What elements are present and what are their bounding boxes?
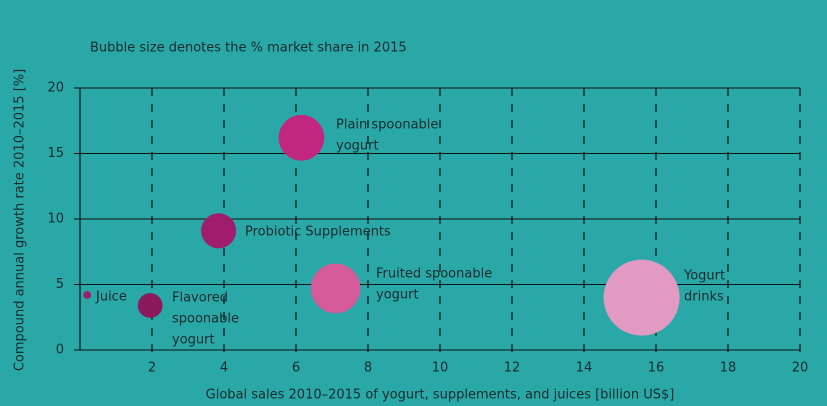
x-axis-label: Global sales 2010–2015 of yogurt, supple… bbox=[206, 388, 675, 403]
bubble bbox=[603, 259, 680, 336]
bubble bbox=[278, 114, 325, 161]
bubble bbox=[310, 263, 361, 314]
x-tick-label: 14 bbox=[576, 361, 593, 376]
y-axis-label: Compound annual growth rate 2010–2015 [%… bbox=[13, 69, 28, 371]
x-tick-label: 16 bbox=[648, 361, 665, 376]
x-tick-label: 4 bbox=[220, 361, 228, 376]
x-tick-label: 20 bbox=[792, 361, 809, 376]
y-tick-label: 15 bbox=[47, 146, 64, 161]
bubble bbox=[83, 291, 92, 299]
bubble-label: spoonable bbox=[172, 312, 239, 327]
bubble-label: Yogurt bbox=[683, 269, 725, 284]
bubble bbox=[137, 293, 163, 318]
x-tick-label: 2 bbox=[148, 361, 156, 376]
bubble-label: yogurt bbox=[336, 139, 379, 154]
y-tick-label: 10 bbox=[47, 212, 64, 227]
y-tick-label: 20 bbox=[47, 81, 64, 96]
y-tick-label: 5 bbox=[56, 277, 64, 292]
x-tick-label: 6 bbox=[292, 361, 300, 376]
bubble-label: drinks bbox=[684, 290, 724, 305]
bubble bbox=[201, 213, 237, 249]
bubble-label: Juice bbox=[95, 290, 127, 305]
chart-subtitle: Bubble size denotes the % market share i… bbox=[90, 41, 407, 56]
bubble-label: Probiotic Supplements bbox=[245, 225, 391, 240]
bubble-label: Fruited spoonable bbox=[376, 267, 492, 282]
bubble-label: yogurt bbox=[172, 333, 215, 348]
x-tick-label: 18 bbox=[720, 361, 737, 376]
bubble-label: yogurt bbox=[376, 288, 419, 303]
bubble-label: Plain spoonable bbox=[336, 118, 438, 133]
x-tick-label: 8 bbox=[364, 361, 372, 376]
x-tick-label: 10 bbox=[432, 361, 449, 376]
y-tick-label: 0 bbox=[56, 343, 64, 358]
x-tick-label: 12 bbox=[504, 361, 521, 376]
bubble-label: Flavored bbox=[172, 291, 228, 306]
